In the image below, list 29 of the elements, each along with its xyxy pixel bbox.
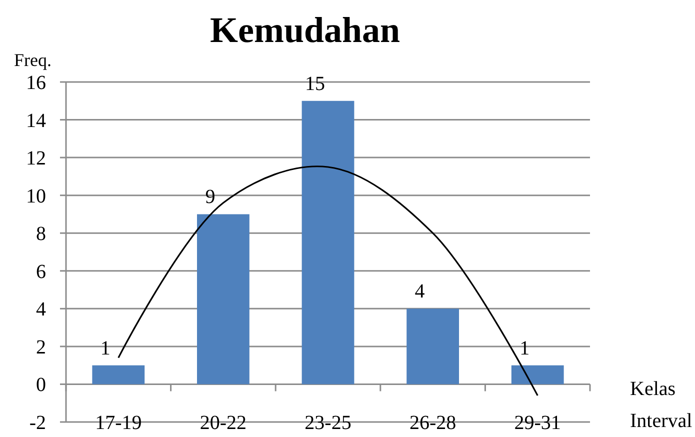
bar	[511, 365, 564, 384]
y-tick-label: 10	[26, 185, 46, 208]
x-tick-label: 20-22	[200, 412, 247, 434]
data-label: 15	[305, 72, 325, 95]
y-tick-label: 4	[36, 298, 46, 321]
y-tick-label: 14	[26, 110, 46, 132]
x-tick-label: 26-28	[409, 412, 456, 434]
x-axis-title: Kelas Interval	[630, 378, 693, 432]
bar	[197, 214, 250, 384]
bar	[406, 308, 459, 384]
data-label: 4	[414, 280, 425, 303]
y-tick-label: 16	[26, 72, 46, 94]
data-label: 1	[520, 337, 530, 360]
y-axis-title: Freq.	[14, 50, 52, 70]
y-tick-label: 8	[36, 223, 46, 246]
y-tick-label: 12	[26, 148, 46, 170]
chart-title: Kemudahan	[210, 10, 400, 50]
y-tick-label: -2	[29, 412, 46, 434]
y-tick-label: 2	[36, 336, 46, 358]
line-series	[118, 166, 538, 396]
x-tick-label: 17-19	[95, 412, 142, 434]
y-tick-label: 6	[36, 260, 46, 283]
x-tick-label: 29-31	[514, 412, 561, 434]
bar	[302, 100, 354, 384]
data-label: 1	[100, 337, 110, 360]
y-tick-label: 0	[36, 374, 46, 396]
bar	[92, 365, 145, 384]
data-label: 9	[205, 186, 216, 208]
x-tick-label: 23-25	[304, 412, 352, 434]
